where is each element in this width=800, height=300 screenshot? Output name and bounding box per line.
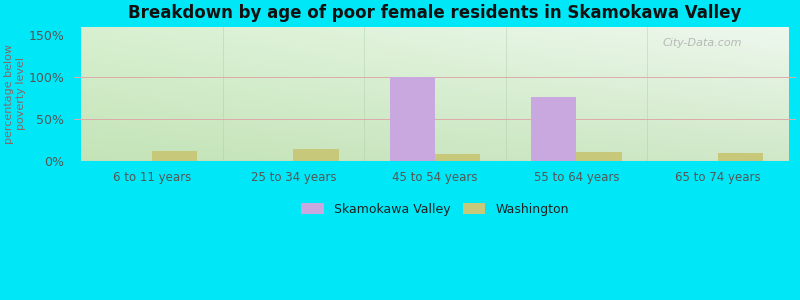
Bar (718, 153, 763, 161)
Text: City-Data.com: City-Data.com (662, 38, 742, 48)
Y-axis label: percentage below
poverty level: percentage below poverty level (4, 44, 26, 144)
Bar (531, 97, 577, 161)
Title: Breakdown by age of poor female residents in Skamokawa Valley: Breakdown by age of poor female resident… (128, 4, 742, 22)
Legend: Skamokawa Valley, Washington: Skamokawa Valley, Washington (298, 199, 573, 220)
Bar (294, 149, 338, 161)
Bar (390, 77, 435, 161)
Bar (435, 154, 480, 161)
Bar (577, 152, 622, 161)
Bar (152, 151, 198, 161)
